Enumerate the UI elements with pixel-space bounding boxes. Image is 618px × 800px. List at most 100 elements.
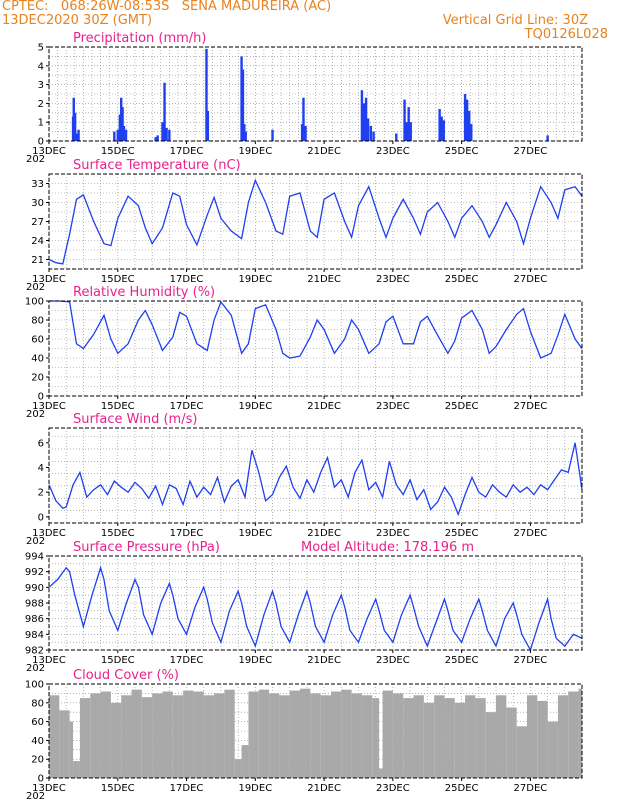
- wind-year-label: 202: [26, 536, 45, 547]
- cloud-cover-bar: [341, 689, 352, 778]
- precipitation-bar: [409, 122, 412, 141]
- cloud-cover-bar: [444, 698, 455, 778]
- pressure-frame: [48, 555, 583, 651]
- cloud-cover-ytick-label: 20: [31, 755, 44, 766]
- humidity-year-label: 202: [26, 409, 45, 420]
- precipitation-ytick-label: 4: [38, 61, 44, 72]
- cloud-cover-xtick-label: 25DEC: [445, 783, 479, 794]
- cloud-cover-bar: [465, 695, 476, 778]
- pressure-xtick-label: 21DEC: [307, 655, 341, 666]
- precipitation-ytick-label: 0: [38, 137, 44, 148]
- wind-title: Surface Wind (m/s): [73, 412, 197, 427]
- cloud-cover-bar: [537, 700, 548, 778]
- precipitation-bar: [470, 124, 473, 141]
- precipitation-bar: [271, 129, 274, 141]
- precipitation-bar: [366, 118, 370, 141]
- cloud-cover-bar: [361, 695, 373, 778]
- cloud-cover-bar: [372, 698, 380, 778]
- precipitation-ytick-label: 2: [38, 99, 44, 110]
- wind-xtick-label: 17DEC: [170, 528, 204, 539]
- precipitation-bar: [116, 129, 119, 141]
- cloud-cover-bar: [269, 693, 280, 778]
- humidity-ytick-label: 100: [25, 297, 44, 308]
- wind-ytick-label: 6: [38, 438, 44, 449]
- humidity-xtick-label: 15DEC: [101, 401, 135, 412]
- humidity-xtick-label: 21DEC: [307, 401, 341, 412]
- cloud-cover-bar: [193, 691, 204, 778]
- cloud-cover-bar: [73, 761, 80, 778]
- humidity-xtick-label: 19DEC: [238, 401, 272, 412]
- wind-xtick-label: 19DEC: [238, 528, 272, 539]
- temperature-ytick-label: 30: [31, 198, 44, 209]
- cloud-cover-bar: [121, 695, 132, 778]
- precipitation-xtick-label: 25DEC: [445, 146, 479, 157]
- pressure-ytick-label: 990: [25, 583, 44, 594]
- cloud-cover-bar: [330, 691, 342, 778]
- temperature-xtick-label: 19DEC: [238, 274, 272, 285]
- temperature-xtick-label: 17DEC: [170, 274, 204, 285]
- temperature-ytick-label: 24: [31, 236, 44, 247]
- cloud-cover-bar: [183, 690, 194, 778]
- precipitation-xtick-label: 15DEC: [101, 146, 135, 157]
- temperature-xtick-label: 27DEC: [514, 274, 548, 285]
- precipitation-bar: [205, 48, 208, 141]
- cloud-cover-bar: [241, 745, 249, 778]
- cloud-cover-bar: [162, 691, 173, 778]
- humidity-ytick-label: 60: [31, 335, 44, 346]
- precipitation-bar: [124, 129, 128, 141]
- pressure-title: Surface Pressure (hPa): [73, 540, 220, 555]
- precipitation-bar: [405, 122, 408, 141]
- precipitation-bar: [241, 69, 245, 141]
- cloud-cover-bar: [289, 690, 301, 778]
- cloud-cover-bar: [516, 726, 527, 778]
- cloud-cover-bar: [547, 721, 558, 778]
- precipitation-bar: [407, 107, 410, 141]
- temperature-series-line: [48, 178, 583, 265]
- precipitation-bar: [300, 124, 304, 141]
- header-date: 13DEC2020 30Z (GMT): [2, 13, 153, 28]
- cloud-cover-xtick-label: 15DEC: [101, 783, 135, 794]
- precipitation-bar: [463, 94, 467, 141]
- precipitation-bar: [395, 133, 398, 141]
- temperature-title: Surface Temperature (nC): [73, 158, 241, 173]
- precipitation-bar: [161, 122, 164, 141]
- cloud-cover-bar: [475, 698, 486, 778]
- cloud-cover-bar: [557, 695, 569, 778]
- precipitation-bar: [240, 56, 243, 141]
- precipitation-frame: [48, 46, 583, 142]
- wind-ytick-label: 0: [38, 512, 44, 523]
- header-grid-line: Vertical Grid Line: 30Z: [442, 13, 588, 28]
- wind-xtick-label: 21DEC: [307, 528, 341, 539]
- temperature-xtick-label: 21DEC: [307, 274, 341, 285]
- precipitation-bar: [75, 133, 78, 141]
- precipitation-bar: [403, 99, 406, 141]
- precipitation-bar: [156, 135, 159, 141]
- cloud-cover-bar: [506, 707, 517, 778]
- temperature-xtick-label: 13DEC: [32, 274, 66, 285]
- cloud-cover-bar: [100, 691, 111, 778]
- cloud-cover-bar: [69, 721, 74, 778]
- pressure-xtick-label: 27DEC: [514, 655, 548, 666]
- precipitation-bar: [73, 112, 77, 141]
- pressure-ytick-label: 986: [25, 614, 44, 625]
- precipitation-bar: [122, 125, 126, 141]
- cloud-cover-year-label: 202: [26, 791, 45, 800]
- precipitation-bar: [360, 90, 364, 141]
- wind-xtick-label: 27DEC: [514, 528, 548, 539]
- cloud-cover-xtick-label: 27DEC: [514, 783, 548, 794]
- temperature-ytick-label: 21: [31, 255, 44, 266]
- precipitation-bar: [77, 129, 80, 141]
- cloud-cover-ytick-label: 40: [31, 736, 44, 747]
- precipitation-bar: [468, 110, 471, 141]
- cloud-cover-bar: [310, 693, 321, 778]
- humidity-xtick-label: 25DEC: [445, 401, 479, 412]
- cloud-cover-bar: [172, 695, 184, 778]
- pressure-ytick-label: 982: [25, 646, 44, 657]
- cloud-cover-ytick-label: 0: [38, 774, 44, 785]
- precipitation-bar: [302, 97, 305, 141]
- cloud-cover-bar: [578, 688, 582, 778]
- cloud-cover-bar: [320, 695, 331, 778]
- cloud-cover-bar: [131, 689, 142, 778]
- cloud-cover-bar: [300, 688, 311, 778]
- precipitation-bar: [118, 114, 122, 141]
